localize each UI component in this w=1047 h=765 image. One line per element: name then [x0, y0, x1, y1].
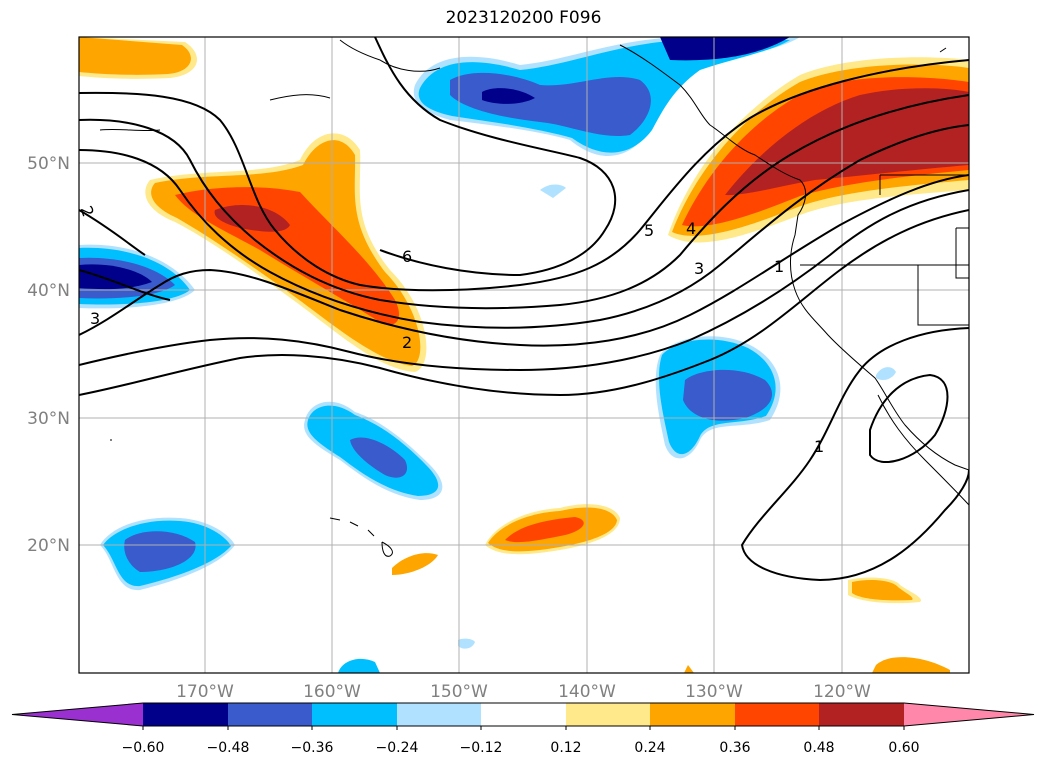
latitude-labels: 50°N 40°N 30°N 20°N — [27, 154, 70, 556]
colorbar-swatch — [228, 703, 312, 726]
colorbar-swatch — [735, 703, 819, 726]
colorbar-tick-label: 0.24 — [634, 740, 665, 756]
colorbar-tick-label: −0.60 — [122, 740, 165, 756]
map-panel: 2 3 6 2 5 4 3 1 1 — [79, 37, 969, 673]
colorbar-swatch — [819, 703, 904, 726]
colorbar-swatch — [566, 703, 650, 726]
colorbar-ticks: −0.60 −0.48 −0.36 −0.24 −0.12 0.12 0.24 … — [122, 740, 920, 756]
contour-label: 4 — [686, 219, 696, 238]
colorbar-tick-label: −0.12 — [460, 740, 503, 756]
lon-label: 150°W — [430, 682, 488, 702]
colorbar — [11, 702, 1035, 730]
contour-label: 1 — [774, 257, 784, 276]
colorbar-swatch — [481, 703, 566, 726]
contour-label: 5 — [644, 221, 654, 240]
graticule — [79, 37, 969, 673]
colorbar-swatch — [650, 703, 735, 726]
lon-label: 170°W — [176, 682, 234, 702]
contour-label: 3 — [694, 259, 704, 278]
negative-anomaly-shading — [79, 37, 896, 673]
colorbar-swatch — [312, 703, 397, 726]
map-title: 2023120200 F096 — [445, 8, 602, 28]
contour-label: 3 — [90, 309, 100, 328]
lon-label: 120°W — [813, 682, 871, 702]
contour-label: 1 — [814, 437, 824, 456]
colorbar-tick-label: −0.36 — [291, 740, 334, 756]
colorbar-swatch — [143, 703, 228, 726]
colorbar-extend-low — [12, 703, 143, 726]
longitude-labels: 170°W 160°W 150°W 140°W 130°W 120°W — [176, 682, 871, 702]
contour-label: 6 — [402, 247, 412, 266]
colorbar-tick-label: −0.48 — [207, 740, 250, 756]
lon-label: 130°W — [685, 682, 743, 702]
lon-label: 160°W — [303, 682, 361, 702]
colorbar-tick-label: 0.60 — [888, 740, 919, 756]
lat-label: 20°N — [27, 536, 70, 556]
lat-label: 50°N — [27, 154, 70, 174]
map-frame — [78, 36, 970, 674]
lat-label: 40°N — [27, 281, 70, 301]
contour-label: 2 — [402, 333, 412, 352]
colorbar-extend-high — [904, 703, 1034, 726]
height-contours — [79, 37, 969, 582]
lon-label: 140°W — [558, 682, 616, 702]
colorbar-tick-label: 0.36 — [719, 740, 750, 756]
colorbar-tick-label: 0.12 — [550, 740, 581, 756]
colorbar-tick-label: 0.48 — [803, 740, 834, 756]
colorbar-tick-label: −0.24 — [376, 740, 419, 756]
lat-label: 30°N — [27, 409, 70, 429]
contour-labels: 2 3 6 2 5 4 3 1 1 — [79, 203, 824, 456]
colorbar-swatch — [397, 703, 481, 726]
